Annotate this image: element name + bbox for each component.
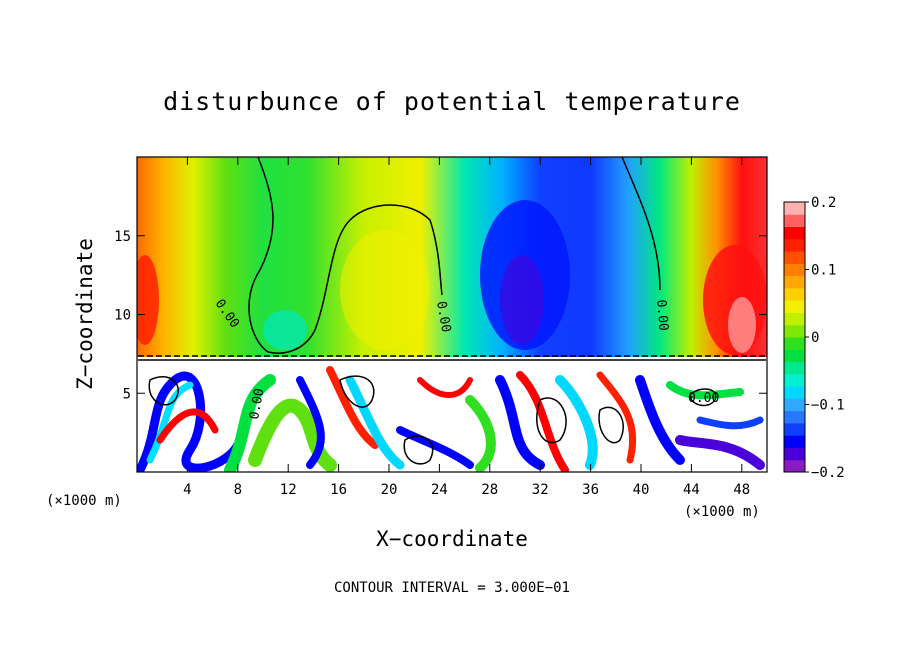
contour-label: 0.00 [247,387,267,420]
contour-label: 0.00 [688,391,719,406]
warm-core-left [137,255,159,345]
yellow-plume [340,230,430,350]
x-tick-label: 16 [330,482,347,498]
upper-field [137,157,767,357]
colorbar-tick-label: −0.2 [811,465,845,481]
plot-area: 0.00 0.00 0.00 0.00 0.00 [137,157,767,472]
colorbar-swatch [784,447,805,461]
colorbar-swatch [784,324,805,338]
colorbar-swatch [784,398,805,412]
y-axis-ticks: 5 10 15 [114,229,767,402]
colorbar-swatch [784,435,805,448]
warm-core-right-inner [728,297,756,353]
colorbar-swatch [784,238,805,252]
cyan-pocket [263,310,307,350]
colorbar-swatch [784,214,805,228]
x-axis-label: X−coordinate [376,527,528,551]
x-tick-label: 4 [183,482,191,498]
x-tick-label: 36 [582,482,599,498]
contour-lines [138,157,766,465]
y-tick-label: 15 [114,229,131,245]
x-tick-label: 40 [633,482,650,498]
contour-label: 0.00 [433,300,453,333]
colorbar-swatch [784,275,805,289]
y-axis-label: Z−coordinate [73,238,97,390]
colorbar-swatch [784,410,805,424]
colorbar-swatch [784,202,805,215]
colorbar [784,202,805,473]
colorbar-swatch [784,459,805,473]
contour-label: 0.00 [653,299,671,332]
x-tick-label: 20 [381,482,398,498]
x-tick-label: 28 [481,482,498,498]
x-unit-label-left: (×1000 m) [46,493,122,509]
colorbar-swatch [784,251,805,264]
x-unit-label-right: (×1000 m) [684,504,760,520]
cold-core-inner [500,255,544,345]
colorbar-tick-label: 0.2 [811,195,836,211]
colorbar-ticks: 0.2 0.1 0 −0.1 −0.2 [805,195,845,481]
colorbar-swatch [784,386,805,399]
colorbar-swatch [784,226,805,240]
x-tick-label: 8 [234,482,242,498]
x-tick-label: 32 [532,482,549,498]
x-tick-label: 48 [733,482,750,498]
x-tick-label: 12 [280,482,297,498]
x-axis-ticks: 4 8 12 16 20 24 28 32 36 40 44 48 [183,157,750,498]
colorbar-swatch [784,373,805,387]
colorbar-swatch [784,312,805,326]
colorbar-swatch [784,349,805,363]
colorbar-swatch [784,361,805,375]
chart-title: disturbunce of potential temperature [163,87,741,116]
colorbar-tick-label: 0.1 [811,263,836,279]
colorbar-swatch [784,263,805,277]
y-tick-label: 10 [114,308,131,324]
colorbar-swatch [784,300,805,313]
lower-turbulence [137,366,765,472]
colorbar-swatch [784,337,805,350]
colorbar-swatch [784,422,805,436]
y-tick-label: 5 [123,386,131,402]
colorbar-tick-label: 0 [811,330,819,346]
colorbar-tick-label: −0.1 [811,398,845,414]
contour-interval-note: CONTOUR INTERVAL = 3.000E−01 [334,580,570,596]
colorbar-swatch [784,287,805,301]
x-tick-label: 44 [683,482,700,498]
x-tick-label: 24 [431,482,448,498]
